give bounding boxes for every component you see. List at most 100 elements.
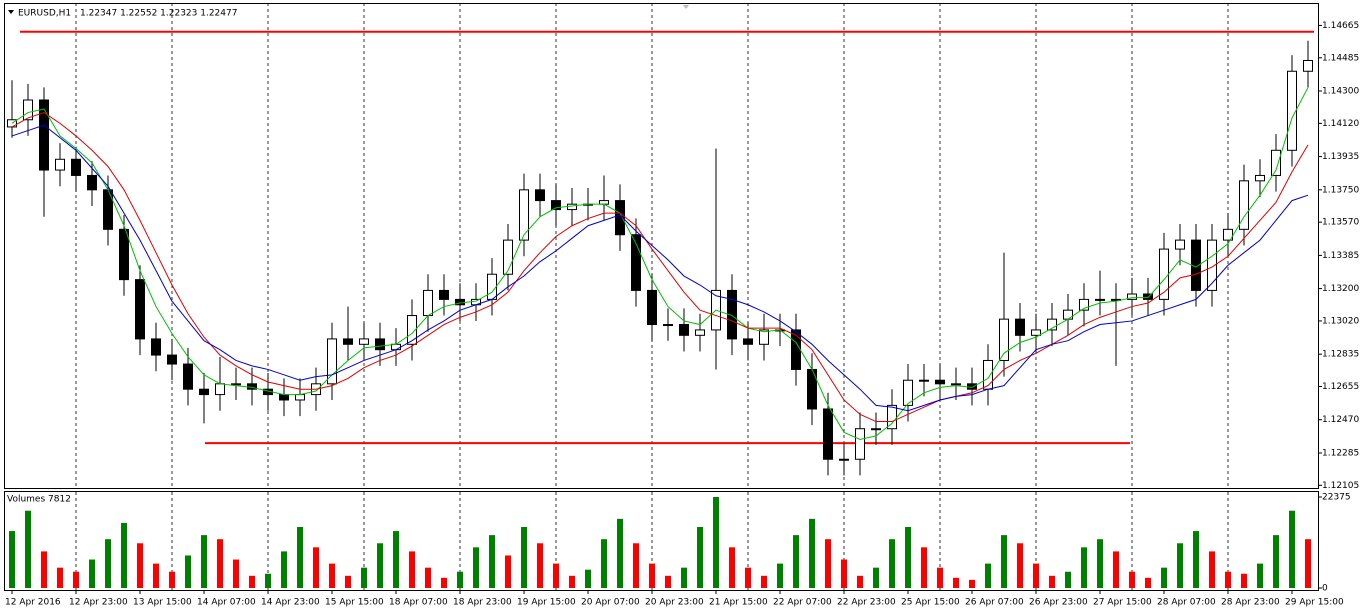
volume-bar [809, 519, 815, 588]
moving-average [12, 87, 1308, 439]
volume-tick-label: 0 [1322, 584, 1328, 594]
x-tick-label: 14 Apr 23:00 [261, 598, 320, 608]
candle-body [952, 384, 961, 385]
y-tick-label: 1.13200 [1322, 284, 1359, 294]
candle-body [136, 280, 145, 339]
menu-triangle[interactable] [8, 10, 14, 14]
volume-bar [905, 527, 911, 588]
volume-bar [393, 531, 399, 588]
y-tick-label: 1.12470 [1322, 415, 1359, 425]
candle-body [680, 325, 689, 336]
volume-bar [1177, 543, 1183, 588]
moving-average [12, 113, 1308, 422]
price-panel [5, 4, 1319, 489]
candle-body [696, 330, 705, 335]
volume-bar [953, 578, 959, 588]
x-tick-label: 20 Apr 07:00 [581, 598, 640, 608]
volume-bar [313, 547, 319, 588]
y-tick-label: 1.12835 [1322, 350, 1359, 360]
x-tick-label: 12 Apr 2016 [5, 598, 61, 608]
volume-bar [105, 539, 111, 588]
volume-bar [25, 511, 31, 588]
x-tick-label: 28 Apr 07:00 [1157, 598, 1216, 608]
volume-bar [1241, 574, 1247, 588]
volume-bar [1289, 511, 1295, 588]
volume-bar [1305, 539, 1311, 588]
y-tick-label: 1.14665 [1322, 21, 1359, 31]
volume-bar [185, 555, 191, 588]
candle-body [152, 339, 161, 355]
volume-bar [137, 543, 143, 588]
chart: EURUSD,H1 1.22347 1.22552 1.22323 1.2247… [0, 0, 1366, 615]
volume-bar [153, 564, 159, 588]
x-tick-label: 15 Apr 15:00 [325, 598, 384, 608]
candle-body [648, 290, 657, 324]
volume-bar [1049, 576, 1055, 588]
candle-body [232, 384, 241, 385]
volume-tick-label: 22375 [1322, 493, 1351, 503]
candle-body [600, 201, 609, 205]
candle-body [1016, 319, 1025, 335]
candle-body [872, 429, 881, 430]
volume-bar [1033, 564, 1039, 588]
candle-body [1272, 150, 1281, 175]
volume-bar [1193, 531, 1199, 588]
volume-bar [425, 568, 431, 588]
x-tick-label: 18 Apr 07:00 [389, 598, 448, 608]
candle-body [920, 380, 929, 381]
y-tick-label: 1.13935 [1322, 152, 1359, 162]
volume-bar [681, 568, 687, 588]
candle-body [360, 339, 369, 344]
volume-bar [937, 568, 943, 588]
volume-bar [729, 547, 735, 588]
volume-bar [73, 572, 79, 588]
volume-bar [1257, 564, 1263, 588]
volume-bar [1081, 547, 1087, 588]
candle-body [1032, 330, 1041, 335]
volume-bar [713, 497, 719, 588]
candle-body [536, 190, 545, 201]
volume-bar [985, 564, 991, 588]
volume-bar [281, 551, 287, 588]
candle-body [1096, 299, 1105, 300]
x-tick-label: 13 Apr 15:00 [133, 598, 192, 608]
candle-body [1256, 175, 1265, 180]
candle-body [984, 360, 993, 389]
x-tick-label: 14 Apr 07:00 [197, 598, 256, 608]
candle-body [72, 159, 81, 175]
volume-bar [265, 574, 271, 588]
y-tick-label: 1.12105 [1322, 481, 1359, 491]
volume-bar [1225, 572, 1231, 588]
candle-body [424, 290, 433, 315]
candle-body [280, 395, 289, 400]
volume-bar [457, 572, 463, 588]
volume-bar [969, 580, 975, 588]
candle-body [376, 339, 385, 350]
candle-body [1288, 71, 1297, 150]
volume-bar [169, 572, 175, 588]
volume-bar [121, 523, 127, 588]
y-tick-label: 1.14300 [1322, 87, 1359, 97]
candle-body [1304, 60, 1313, 71]
volume-bar [585, 570, 591, 588]
x-tick-label: 28 Apr 23:00 [1221, 598, 1280, 608]
volume-title: Volumes 7812 [7, 495, 71, 505]
candle-body [1144, 294, 1153, 299]
candle-body [824, 409, 833, 459]
volume-bar [649, 564, 655, 588]
candle-body [856, 429, 865, 460]
volume-bar [1129, 572, 1135, 588]
volume-bar [201, 535, 207, 588]
candle-body [520, 190, 529, 240]
candle-body [328, 339, 337, 384]
x-tick-label: 19 Apr 15:00 [517, 598, 576, 608]
x-tick-label: 22 Apr 07:00 [773, 598, 832, 608]
volume-bar [473, 547, 479, 588]
volume-bar [921, 547, 927, 588]
volume-bar [329, 564, 335, 588]
quote-label: 1.22347 1.22552 1.22323 1.22477 [80, 9, 237, 19]
y-tick-label: 1.13750 [1322, 185, 1359, 195]
x-tick-label: 22 Apr 23:00 [837, 598, 896, 608]
volume-bar [521, 527, 527, 588]
volume-bar [889, 539, 895, 588]
